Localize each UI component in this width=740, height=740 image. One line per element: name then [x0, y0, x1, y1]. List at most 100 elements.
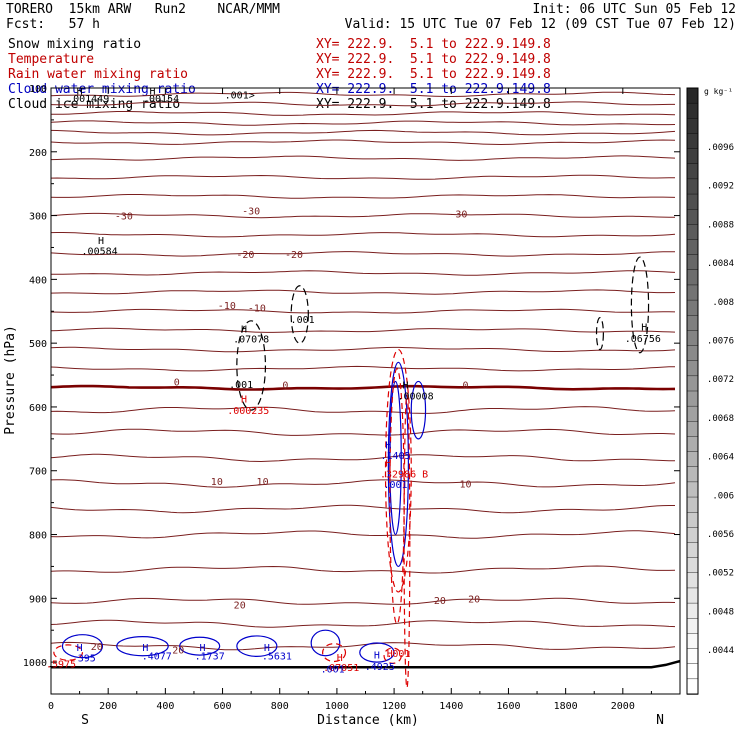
- isotherm-line: [50, 597, 676, 605]
- valid-time: Valid: 15 UTC Tue 07 Feb 12 (09 CST Tue …: [344, 17, 736, 32]
- isotherm-line: [50, 120, 676, 126]
- y-tick-label: 800: [29, 531, 47, 542]
- colorbar-border: [686, 87, 699, 695]
- isotherm-label: -20: [285, 250, 303, 261]
- colorbar-swatch: [686, 587, 699, 604]
- isotherm-line: [50, 565, 676, 574]
- isotherm-label: 10: [257, 477, 269, 488]
- x-tick-label: 1600: [496, 701, 520, 712]
- x-tick-label: 1200: [382, 701, 406, 712]
- forecast-hour: Fcst: 57 h: [6, 17, 100, 32]
- field-annotation: .06756: [625, 334, 661, 345]
- x-tick-label: 1000: [325, 701, 349, 712]
- isotherm-line: [50, 194, 676, 199]
- x-end-south: S: [81, 713, 89, 728]
- field-annotation: H: [77, 87, 83, 98]
- field-annotation: H: [200, 643, 206, 654]
- rain-contour: [403, 393, 411, 689]
- colorbar-swatch: [686, 436, 699, 453]
- isotherm-label: 0: [463, 381, 469, 392]
- colorbar-swatch: [686, 390, 699, 407]
- field-annotation: .001: [386, 649, 410, 660]
- moisture-contours: [53, 256, 650, 689]
- colorbar-swatch: [686, 193, 699, 210]
- colorbar-swatch: [686, 118, 699, 135]
- field-annotation: H: [641, 323, 647, 334]
- snow-contour: [595, 317, 604, 351]
- isotherm-line: [50, 139, 676, 146]
- field-annotation: 395: [78, 654, 96, 665]
- init-time: Init: 06 UTC Sun 05 Feb 12: [532, 2, 737, 17]
- field-annotation: .1737: [195, 652, 225, 663]
- colorbar-swatch: [686, 557, 699, 574]
- field-xy-cloud-ice: XY= 222.9. 5.1 to 222.9.149.8: [316, 97, 551, 112]
- field-annotation: .5975: [46, 659, 76, 670]
- isotherm-line: [50, 641, 676, 651]
- isotherm-line: [50, 155, 676, 161]
- field-xy-cloud-water: XY= 222.9. 5.1 to 222.9.149.8: [316, 82, 551, 97]
- isotherm-line: [50, 619, 676, 628]
- isotherm-line: [50, 174, 676, 180]
- colorbar-swatch: [686, 633, 699, 650]
- x-tick-label: 200: [99, 701, 117, 712]
- field-xy-temperature: XY= 222.9. 5.1 to 222.9.149.8: [316, 52, 551, 67]
- isotherm-label: -10: [248, 303, 266, 314]
- colorbar-tick-label: .0064: [707, 453, 734, 463]
- colorbar-tick-label: .0068: [707, 414, 734, 424]
- x-end-north: N: [656, 713, 664, 728]
- colorbar-swatch: [686, 178, 699, 195]
- temperature-isotherms: [50, 91, 676, 651]
- isotherm-label: -10: [218, 301, 236, 312]
- isotherm-label: -20: [236, 250, 254, 261]
- rain-contour: [322, 643, 347, 663]
- rain-contour: [383, 647, 402, 664]
- colorbar-swatch: [686, 239, 699, 256]
- y-tick-label: 500: [29, 339, 47, 350]
- isotherm-label: 20: [172, 645, 184, 656]
- cloud-water-contour: [359, 642, 395, 663]
- x-axis-label: Distance (km): [317, 713, 419, 728]
- colorbar-tick-label: .0056: [707, 530, 734, 540]
- field-annotation: .00154: [143, 94, 179, 105]
- field-annotation: H: [142, 643, 148, 654]
- isotherm-line: [50, 101, 675, 107]
- isotherm-label: 0: [174, 377, 180, 388]
- cloud-water-contour: [236, 635, 278, 657]
- x-tick-label: 600: [214, 701, 232, 712]
- colorbar-tick-label: .0092: [707, 182, 734, 192]
- x-tick-label: 400: [156, 701, 174, 712]
- y-tick-label: 1000: [23, 658, 47, 669]
- field-annotation: H: [264, 643, 270, 654]
- colorbar-swatch: [686, 315, 699, 332]
- isotherm-label: 20: [468, 594, 480, 605]
- isotherm-line: [50, 129, 676, 136]
- colorbar-swatch: [686, 512, 699, 529]
- colorbar-swatch: [686, 466, 699, 483]
- isotherm-line: [50, 212, 676, 219]
- isotherm-label: -30: [115, 212, 133, 223]
- isotherm-label: 0: [282, 381, 288, 392]
- y-tick-label: 400: [29, 275, 47, 286]
- field-annotation: H: [241, 324, 247, 335]
- field-annotation: H: [387, 649, 393, 660]
- field-annotation: .001: [321, 664, 345, 675]
- isotherm-line: [50, 406, 676, 414]
- colorbar-swatch: [686, 345, 699, 362]
- isotherm-line: [50, 270, 676, 276]
- cloud-water-contour: [410, 380, 427, 440]
- colorbar-swatch: [686, 284, 699, 301]
- cloud-water-contour: [387, 361, 409, 568]
- field-annotation: .00584: [82, 247, 118, 258]
- colorbar-swatch: [686, 496, 699, 513]
- y-tick-label: 600: [29, 403, 47, 414]
- ground-line: [49, 659, 681, 669]
- colorbar-swatch: [686, 148, 699, 165]
- field-annotation: H: [77, 643, 83, 654]
- field-annotation: .4925: [365, 662, 395, 673]
- colorbar-swatch: [686, 269, 699, 286]
- axes: 0 200 400 600 800 1000 1200 1400 1600 1800 2000100…: [23, 84, 680, 712]
- field-annotation: .07078: [233, 335, 269, 346]
- cloud-water-contour: [310, 629, 341, 657]
- colorbar: .0096 .0092 .0088 .0084 .008 .0076 .0072 .0068.…: [686, 87, 734, 695]
